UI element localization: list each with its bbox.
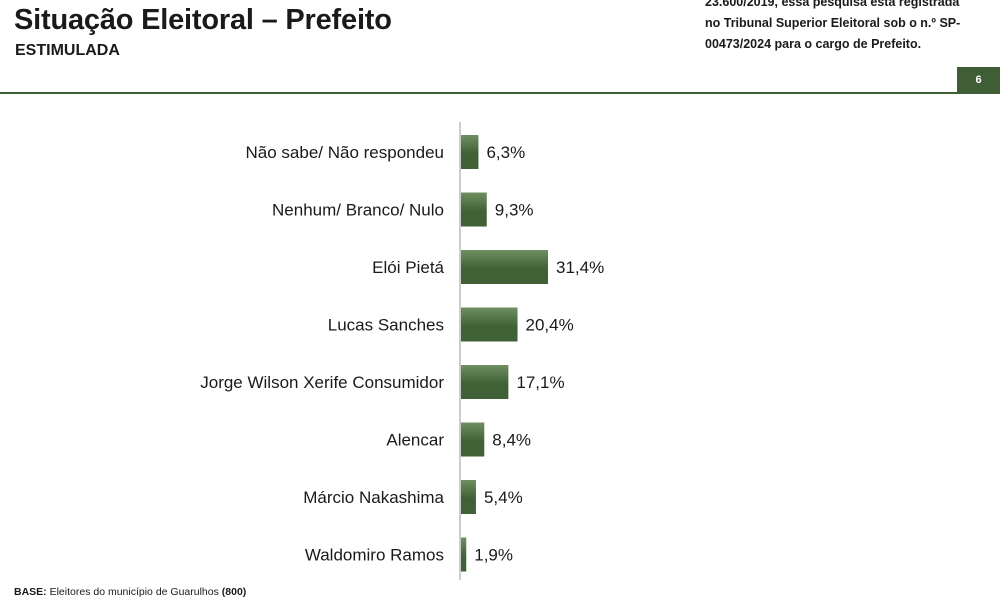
category-label: Waldomiro Ramos [305,546,444,565]
base-footnote: BASE: Eleitores do município de Guarulho… [14,586,246,598]
base-count: (800) [221,586,247,598]
bars-group: Não sabe/ Não respondeu 6,3% Nenhum/ Branc… [200,135,604,572]
category-label: Márcio Nakashima [303,488,444,507]
category-label: Não sabe/ Não respondeu [246,143,444,162]
bar [461,365,509,399]
bar [461,192,487,227]
value-label: 9,3% [495,201,534,220]
page-subtitle: ESTIMULADA [15,42,120,59]
bar [461,422,485,457]
base-label: BASE: [14,586,47,598]
category-label: Elói Pietá [372,258,444,277]
disclaimer-line: 23.600/2019, essa pesquisa está registra… [705,0,960,9]
page-number-badge: 6 [957,67,1000,92]
disclaimer-line: 00473/2024 para o cargo de Prefeito. [705,37,922,51]
bar [461,307,518,342]
category-label: Nenhum/ Branco/ Nulo [272,201,444,220]
bar [461,250,548,284]
value-label: 20,4% [526,316,574,335]
value-label: 5,4% [484,488,523,507]
value-label: 8,4% [492,431,531,450]
bar [461,480,476,514]
value-label: 31,4% [556,258,604,277]
base-text: Eleitores do município de Guarulhos [49,586,219,598]
registration-disclaimer: 23.600/2019, essa pesquisa está registra… [705,0,997,55]
category-label: Jorge Wilson Xerife Consumidor [200,373,444,392]
bar [461,537,467,572]
value-label: 17,1% [516,373,564,392]
bar [461,135,479,169]
value-label: 6,3% [486,143,525,162]
category-label: Alencar [386,431,444,450]
disclaimer-line: no Tribunal Superior Eleitoral sob o n.º… [705,16,961,30]
category-label: Lucas Sanches [328,316,444,335]
bar-chart: Não sabe/ Não respondeu 6,3% Nenhum/ Branc… [200,122,604,580]
header-divider [0,92,1000,94]
page-title: Situação Eleitoral – Prefeito [14,4,392,36]
value-label: 1,9% [474,546,513,565]
